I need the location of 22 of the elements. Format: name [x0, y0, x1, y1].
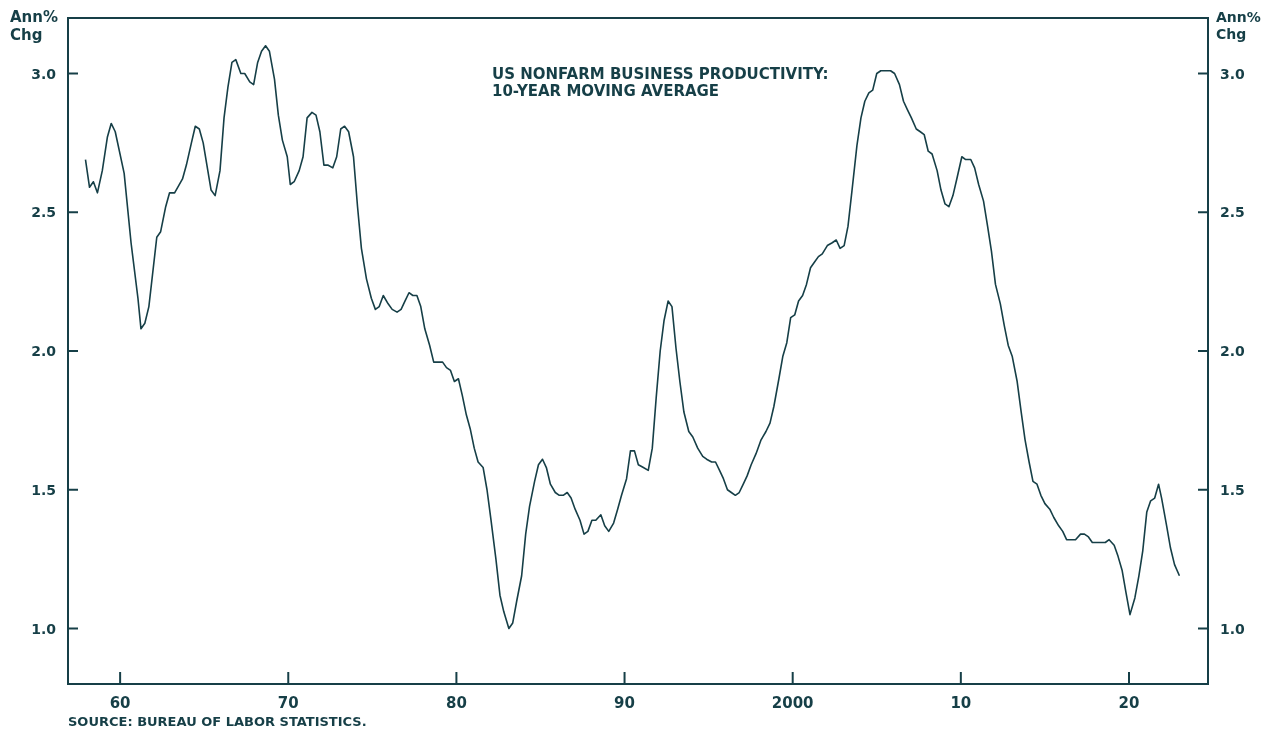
- y2-tick-label: 2.5: [1220, 204, 1245, 221]
- y-tick-label: 3.0: [31, 65, 57, 82]
- source-note: SOURCE: BUREAU OF LABOR STATISTICS.: [68, 714, 367, 729]
- y-axis-title: Ann% Chg: [10, 8, 58, 44]
- annotation: US NONFARM BUSINESS PRODUCTIVITY: 10-YEAR MOVING AVERAGE: [492, 65, 829, 100]
- y-tick-label: 2.5: [31, 204, 56, 221]
- y2-tick-label: 1.0: [1220, 620, 1246, 637]
- y2-tick-label: 3.0: [1220, 65, 1246, 82]
- y2-tick-label: 2.0: [1220, 343, 1246, 359]
- y2-axis-title: Ann% Chg: [1216, 9, 1261, 42]
- y2-tick-label: 1.5: [1220, 481, 1245, 498]
- x-tick-label: 20: [1118, 694, 1140, 712]
- x-tick-label: 10: [950, 694, 972, 712]
- x-tick-label: 2000: [771, 694, 814, 712]
- x-tick-label: 70: [277, 694, 299, 712]
- y-tick-label: 1.5: [31, 481, 56, 498]
- y-tick-label: 1.0: [31, 620, 57, 637]
- x-tick-label: 60: [109, 694, 131, 712]
- x-tick-label: 80: [445, 694, 467, 712]
- y-tick-label: 2.0: [31, 343, 57, 359]
- x-tick-label: 90: [614, 694, 635, 712]
- line-series: [84, 44, 1181, 630]
